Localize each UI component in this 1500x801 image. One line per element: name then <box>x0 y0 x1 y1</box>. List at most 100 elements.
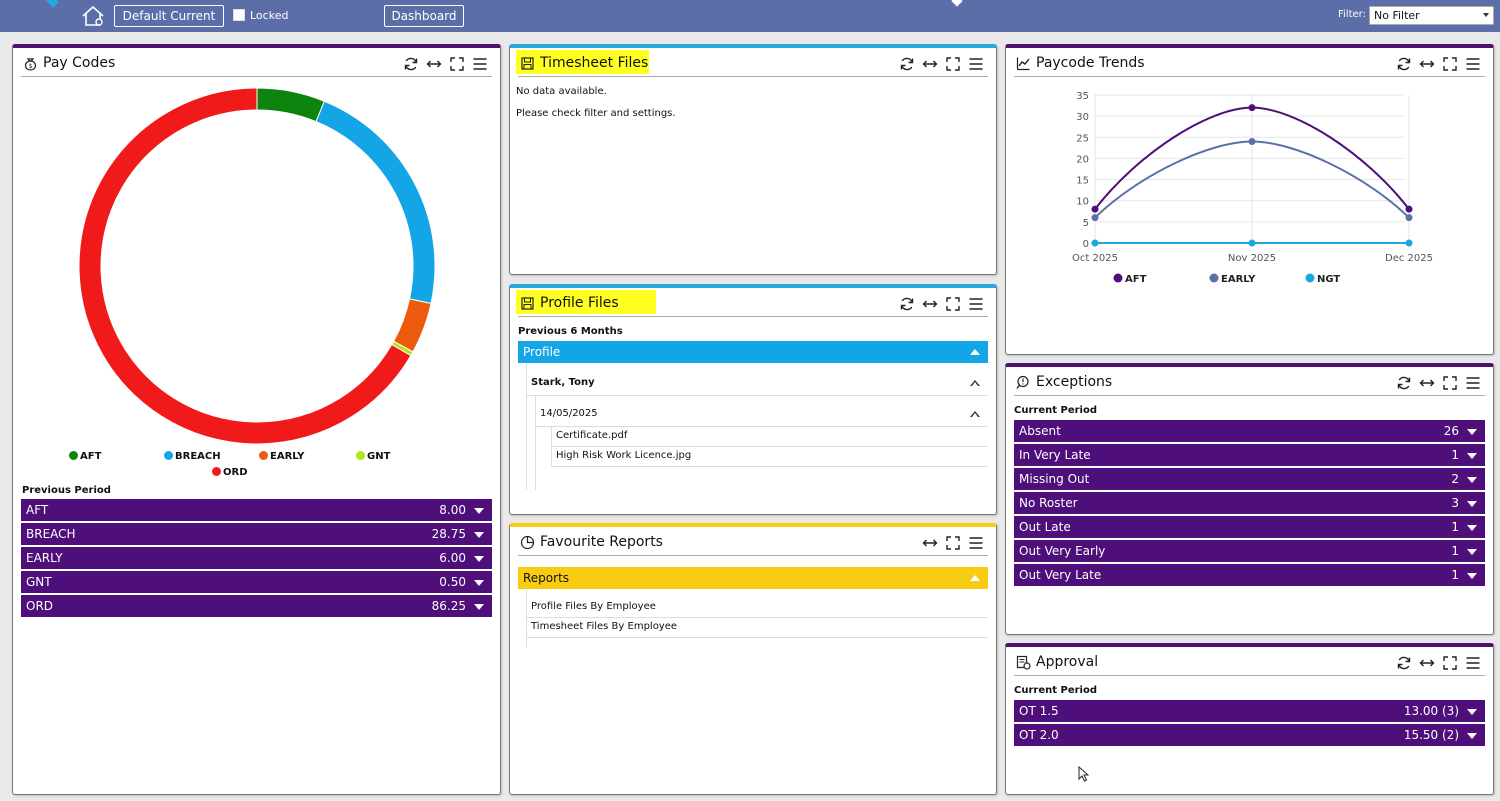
chevron-down-icon[interactable] <box>1467 733 1477 739</box>
default-current-button[interactable]: Default Current <box>114 5 224 27</box>
chevron-down-icon[interactable] <box>474 580 484 586</box>
list-item[interactable]: AFT 8.00 <box>21 499 492 522</box>
chevron-down-icon[interactable] <box>1467 477 1477 483</box>
list-item[interactable]: GNT 0.50 <box>21 571 492 594</box>
list-item[interactable]: Out Late 1 <box>1014 516 1485 539</box>
menu-icon[interactable] <box>968 296 984 312</box>
horizontal-resize-icon[interactable] <box>922 296 938 312</box>
chevron-down-icon[interactable] <box>474 604 484 610</box>
profile-group-header[interactable]: Profile <box>518 341 988 363</box>
horizontal-resize-icon[interactable] <box>1419 56 1435 72</box>
list-item[interactable]: EARLY 6.00 <box>21 547 492 570</box>
refresh-icon[interactable] <box>403 56 419 72</box>
legend-item[interactable]: ORD <box>212 467 248 478</box>
list-item[interactable]: OT 2.0 15.50 (2) <box>1014 724 1485 747</box>
data-point-aft[interactable] <box>1091 205 1099 213</box>
menu-icon[interactable] <box>968 56 984 72</box>
list-item[interactable]: OT 1.5 13.00 (3) <box>1014 700 1485 723</box>
fullscreen-icon[interactable] <box>945 296 961 312</box>
list-item[interactable]: BREACH 28.75 <box>21 523 492 546</box>
legend-item[interactable]: BREACH <box>164 451 221 462</box>
fullscreen-icon[interactable] <box>1442 56 1458 72</box>
employee-node[interactable]: Stark, Tony <box>527 372 988 396</box>
chevron-down-icon[interactable] <box>1467 453 1477 459</box>
fullscreen-icon[interactable] <box>449 56 465 72</box>
chevron-up-icon[interactable] <box>970 349 980 355</box>
locked-checkbox[interactable] <box>233 9 245 21</box>
data-point-aft[interactable] <box>1248 104 1256 112</box>
horizontal-resize-icon[interactable] <box>1419 375 1435 391</box>
chevron-down-icon[interactable] <box>474 508 484 514</box>
fullscreen-icon[interactable] <box>945 56 961 72</box>
chevron-down-icon[interactable] <box>474 532 484 538</box>
save-icon <box>521 57 534 70</box>
list-item[interactable]: Missing Out 2 <box>1014 468 1485 491</box>
file-item[interactable]: High Risk Work Licence.jpg <box>552 446 988 467</box>
menu-icon[interactable] <box>472 56 488 72</box>
menu-icon[interactable] <box>1465 375 1481 391</box>
data-point-early[interactable] <box>1248 138 1256 146</box>
menu-icon[interactable] <box>968 535 984 551</box>
list-item[interactable]: Absent 26 <box>1014 420 1485 443</box>
pay-codes-donut-chart[interactable] <box>75 84 439 448</box>
paycode-trends-line-chart[interactable]: 0 5 10 15 20 25 30 35 Oct 2025 Nov 2025 Dec 2025 AF… <box>1046 84 1486 294</box>
data-point-ngt[interactable] <box>1248 239 1256 247</box>
chevron-down-icon[interactable] <box>1467 709 1477 715</box>
dashboard-button[interactable]: Dashboard <box>384 5 464 27</box>
donut-slice-aft[interactable] <box>256 87 326 123</box>
legend-label[interactable]: AFT <box>1125 274 1147 285</box>
donut-slice-breach[interactable] <box>315 100 436 305</box>
legend-label: GNT <box>367 451 391 462</box>
donut-slice-ord[interactable] <box>78 87 412 445</box>
refresh-icon[interactable] <box>899 56 915 72</box>
chevron-up-icon[interactable] <box>970 411 980 417</box>
chevron-down-icon[interactable] <box>1467 501 1477 507</box>
filter-select[interactable]: No Filter <box>1369 6 1494 25</box>
chevron-down-icon[interactable] <box>1467 549 1477 555</box>
chevron-down-icon[interactable] <box>1467 429 1477 435</box>
legend-label[interactable]: EARLY <box>1221 274 1256 285</box>
fullscreen-icon[interactable] <box>1442 655 1458 671</box>
chevron-down-icon[interactable] <box>1467 525 1477 531</box>
data-point-ngt[interactable] <box>1405 239 1413 247</box>
list-item[interactable]: In Very Late 1 <box>1014 444 1485 467</box>
refresh-icon[interactable] <box>1396 375 1412 391</box>
item-value: 3 <box>1451 496 1459 510</box>
list-item[interactable]: ORD 86.25 <box>21 595 492 618</box>
home-icon[interactable] <box>80 4 106 28</box>
reports-group-header[interactable]: Reports <box>518 567 988 589</box>
horizontal-resize-icon[interactable] <box>922 535 938 551</box>
chevron-up-icon[interactable] <box>970 575 980 581</box>
check-filter-message: Please check filter and settings. <box>516 108 676 119</box>
list-item[interactable]: Out Very Early 1 <box>1014 540 1485 563</box>
refresh-icon[interactable] <box>899 296 915 312</box>
list-item[interactable]: Out Very Late 1 <box>1014 564 1485 587</box>
chevron-up-icon[interactable] <box>970 380 980 386</box>
chevron-down-icon[interactable] <box>1467 573 1477 579</box>
horizontal-resize-icon[interactable] <box>922 56 938 72</box>
menu-icon[interactable] <box>1465 655 1481 671</box>
legend-label[interactable]: NGT <box>1317 274 1340 285</box>
data-point-early[interactable] <box>1405 214 1413 222</box>
refresh-icon[interactable] <box>1396 56 1412 72</box>
date-node[interactable]: 14/05/2025 <box>536 403 988 427</box>
menu-icon[interactable] <box>1465 56 1481 72</box>
file-item[interactable]: Certificate.pdf <box>552 426 988 447</box>
legend-item[interactable]: AFT <box>69 451 101 462</box>
horizontal-resize-icon[interactable] <box>426 56 442 72</box>
data-point-ngt[interactable] <box>1091 239 1099 247</box>
report-item[interactable]: Timesheet Files By Employee <box>527 617 988 638</box>
fullscreen-icon[interactable] <box>1442 375 1458 391</box>
legend-item[interactable]: EARLY <box>259 451 304 462</box>
refresh-icon[interactable] <box>1396 655 1412 671</box>
horizontal-resize-icon[interactable] <box>1419 655 1435 671</box>
legend-swatch <box>69 451 78 460</box>
data-point-aft[interactable] <box>1405 205 1413 213</box>
report-item[interactable]: Profile Files By Employee <box>527 597 988 618</box>
list-item[interactable]: No Roster 3 <box>1014 492 1485 515</box>
fullscreen-icon[interactable] <box>945 535 961 551</box>
chevron-down-icon[interactable] <box>474 556 484 562</box>
legend-item[interactable]: GNT <box>356 451 390 462</box>
data-point-early[interactable] <box>1091 214 1099 222</box>
profile-files-header: Profile Files <box>516 290 988 317</box>
